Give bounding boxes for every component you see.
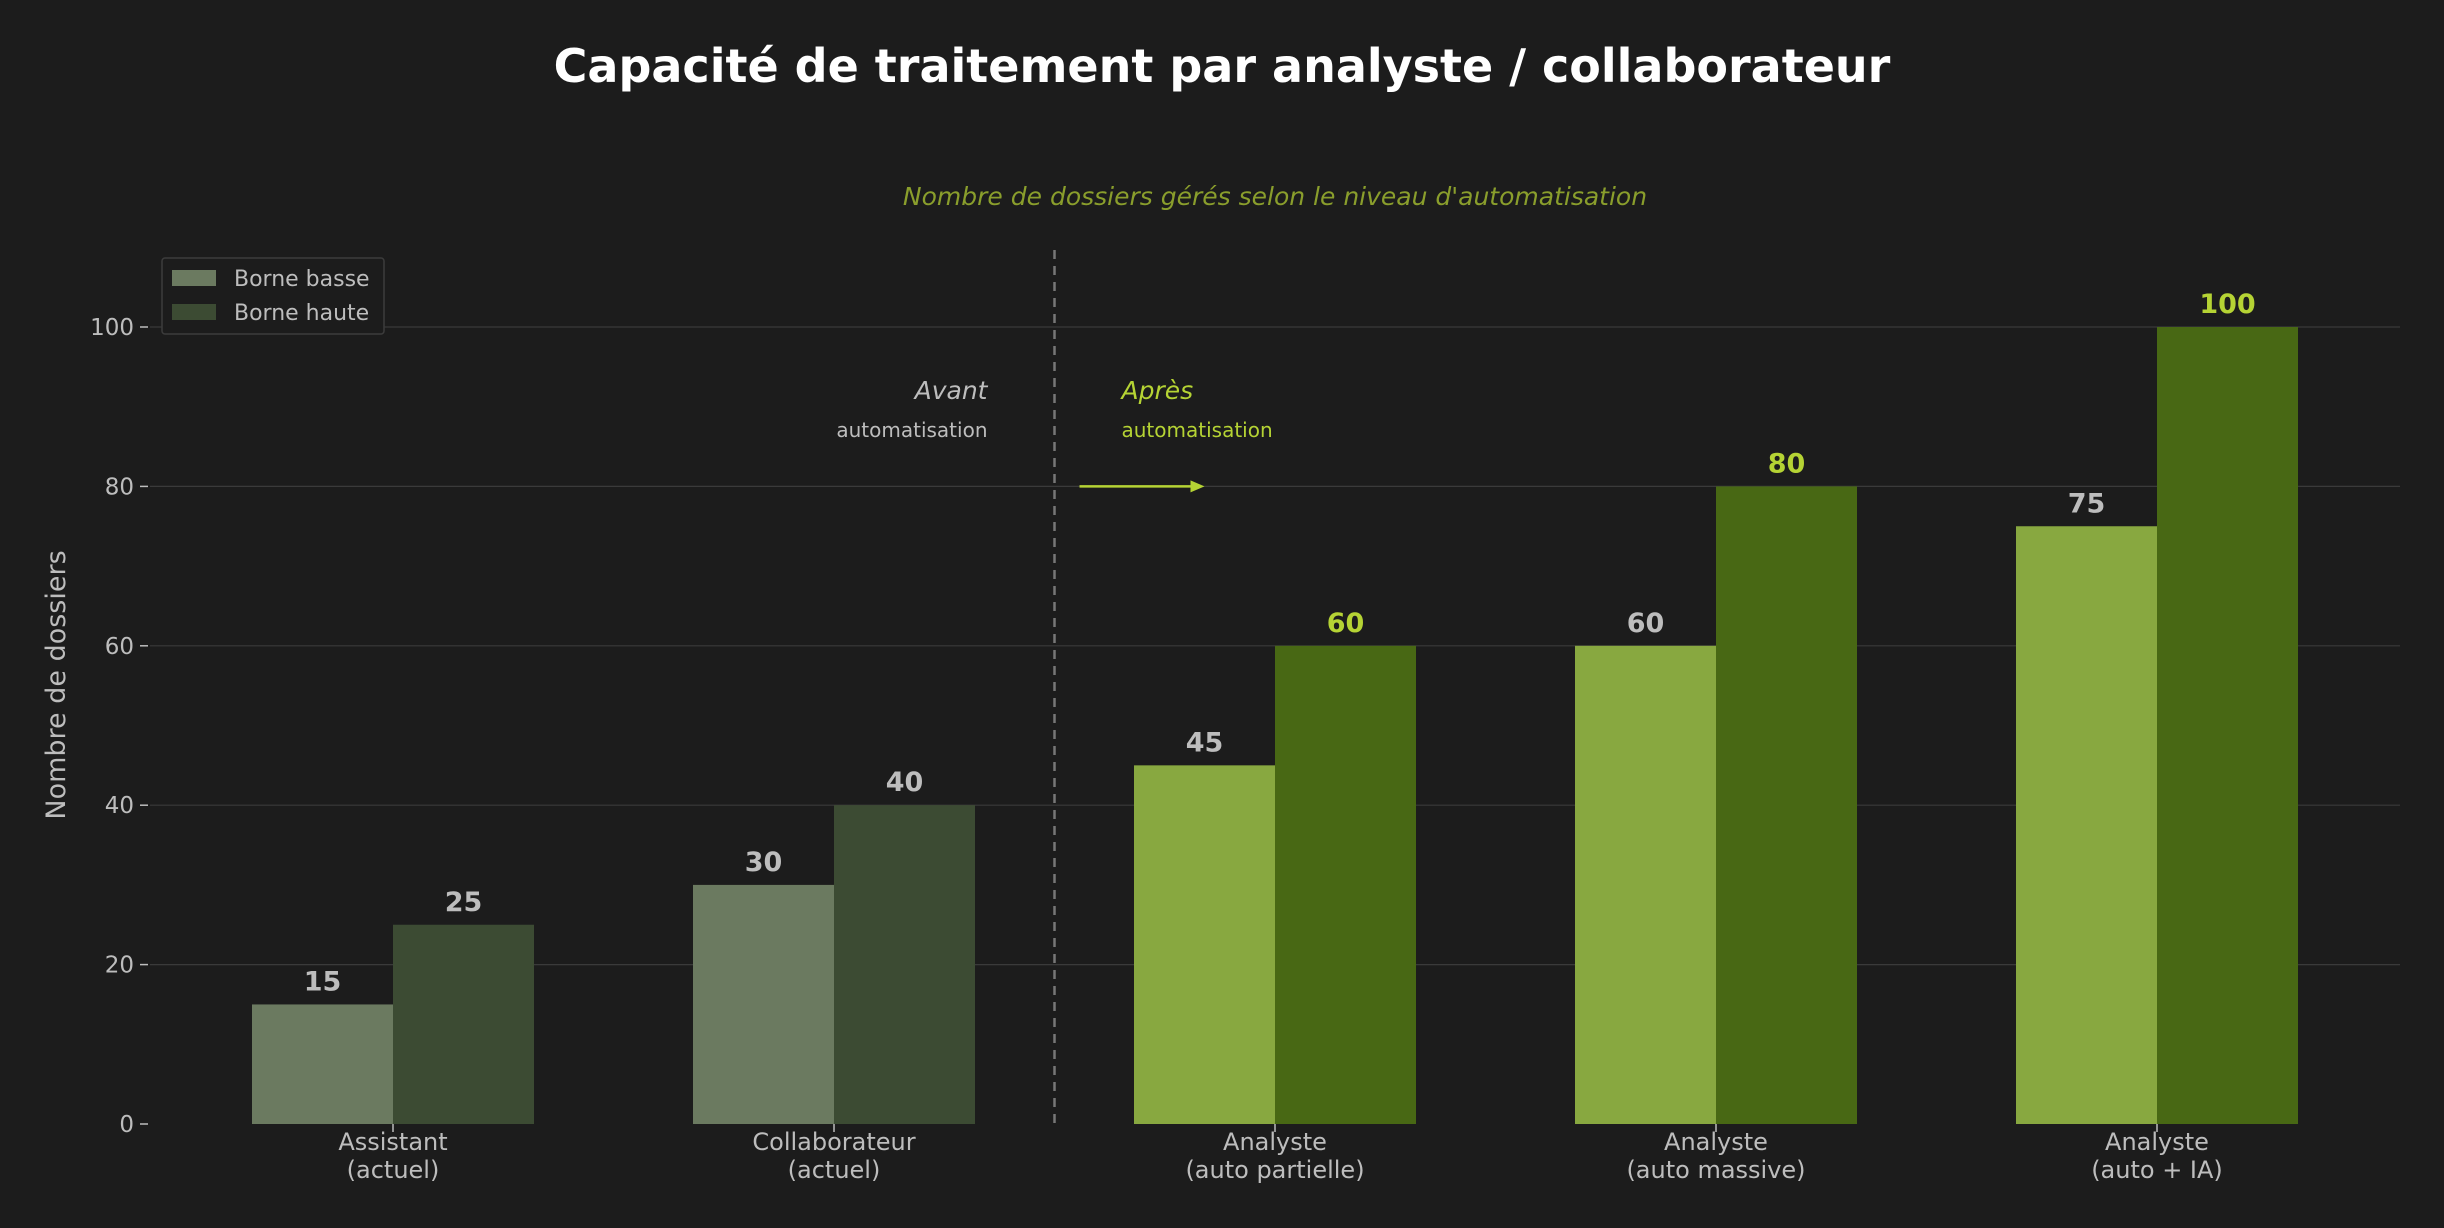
- x-axis: Assistant(actuel)Collaborateur(actuel)An…: [338, 1124, 2223, 1184]
- y-tick-label: 60: [105, 634, 134, 660]
- y-tick-label: 20: [105, 953, 134, 979]
- x-tick-label: Analyste: [1223, 1128, 1327, 1156]
- x-tick-label: (auto massive): [1626, 1156, 1805, 1184]
- arrow-head: [1190, 480, 1205, 493]
- legend-label-borne-basse: Borne basse: [234, 267, 370, 292]
- x-tick-label: Analyste: [2105, 1128, 2209, 1156]
- x-tick-label: (auto partielle): [1185, 1156, 1364, 1184]
- bar-borne-haute-2: [1275, 645, 1416, 1124]
- bar-borne-basse-1: [693, 884, 834, 1124]
- annotation-before-title: Avant: [913, 376, 989, 405]
- bar-borne-basse-3: [1575, 645, 1716, 1124]
- bar-borne-basse-2: [1134, 765, 1275, 1124]
- legend-swatch-borne-basse: [172, 270, 216, 286]
- bar-borne-haute-4: [2157, 327, 2298, 1124]
- y-axis-label: Nombre de dossiers: [41, 550, 72, 819]
- annotation-after-subtitle: automatisation: [1122, 418, 1273, 442]
- y-tick-label: 100: [90, 315, 134, 341]
- value-label: 75: [2068, 488, 2106, 519]
- annotation-before-subtitle: automatisation: [836, 418, 987, 442]
- x-tick-label: (auto + IA): [2091, 1156, 2223, 1184]
- bar-borne-basse-4: [2016, 526, 2157, 1124]
- legend-box: [161, 257, 385, 335]
- value-label: 15: [304, 966, 342, 997]
- x-tick-label: (actuel): [347, 1156, 440, 1184]
- y-tick-label: 0: [119, 1112, 134, 1138]
- bar-borne-basse-0: [252, 1004, 393, 1124]
- value-labels: 15 25 30 40 45 60 60 80 75 100: [304, 289, 2256, 997]
- value-label: 80: [1768, 448, 1806, 479]
- legend-label-borne-haute: Borne haute: [234, 301, 369, 326]
- value-label: 60: [1327, 608, 1365, 639]
- bar-borne-haute-3: [1716, 486, 1857, 1124]
- annotation-after-title: Après: [1120, 376, 1194, 405]
- bar-borne-haute-0: [393, 924, 534, 1124]
- value-label: 40: [886, 767, 924, 798]
- chart-title: Capacité de traitement par analyste / co…: [554, 39, 1891, 93]
- value-label: 45: [1186, 727, 1224, 758]
- y-tick-label: 80: [105, 474, 134, 500]
- x-tick-label: Assistant: [338, 1128, 447, 1156]
- value-label: 30: [745, 847, 783, 878]
- bar-borne-haute-1: [834, 805, 975, 1124]
- bars: [252, 327, 2298, 1124]
- y-tick-label: 40: [105, 793, 134, 819]
- x-tick-label: Collaborateur: [752, 1128, 915, 1156]
- legend-swatch-borne-haute: [172, 304, 216, 320]
- legend: Borne basse Borne haute: [161, 257, 385, 335]
- y-axis: 0 20 40 60 80 100: [90, 315, 148, 1138]
- value-label: 100: [2199, 289, 2255, 320]
- annotation-arrow-icon: [1079, 480, 1205, 493]
- chart-subtitle: Nombre de dossiers gérés selon le niveau…: [903, 182, 1647, 211]
- x-tick-label: Analyste: [1664, 1128, 1768, 1156]
- value-label: 60: [1627, 608, 1665, 639]
- value-label: 25: [445, 887, 483, 918]
- x-tick-label: (actuel): [788, 1156, 881, 1184]
